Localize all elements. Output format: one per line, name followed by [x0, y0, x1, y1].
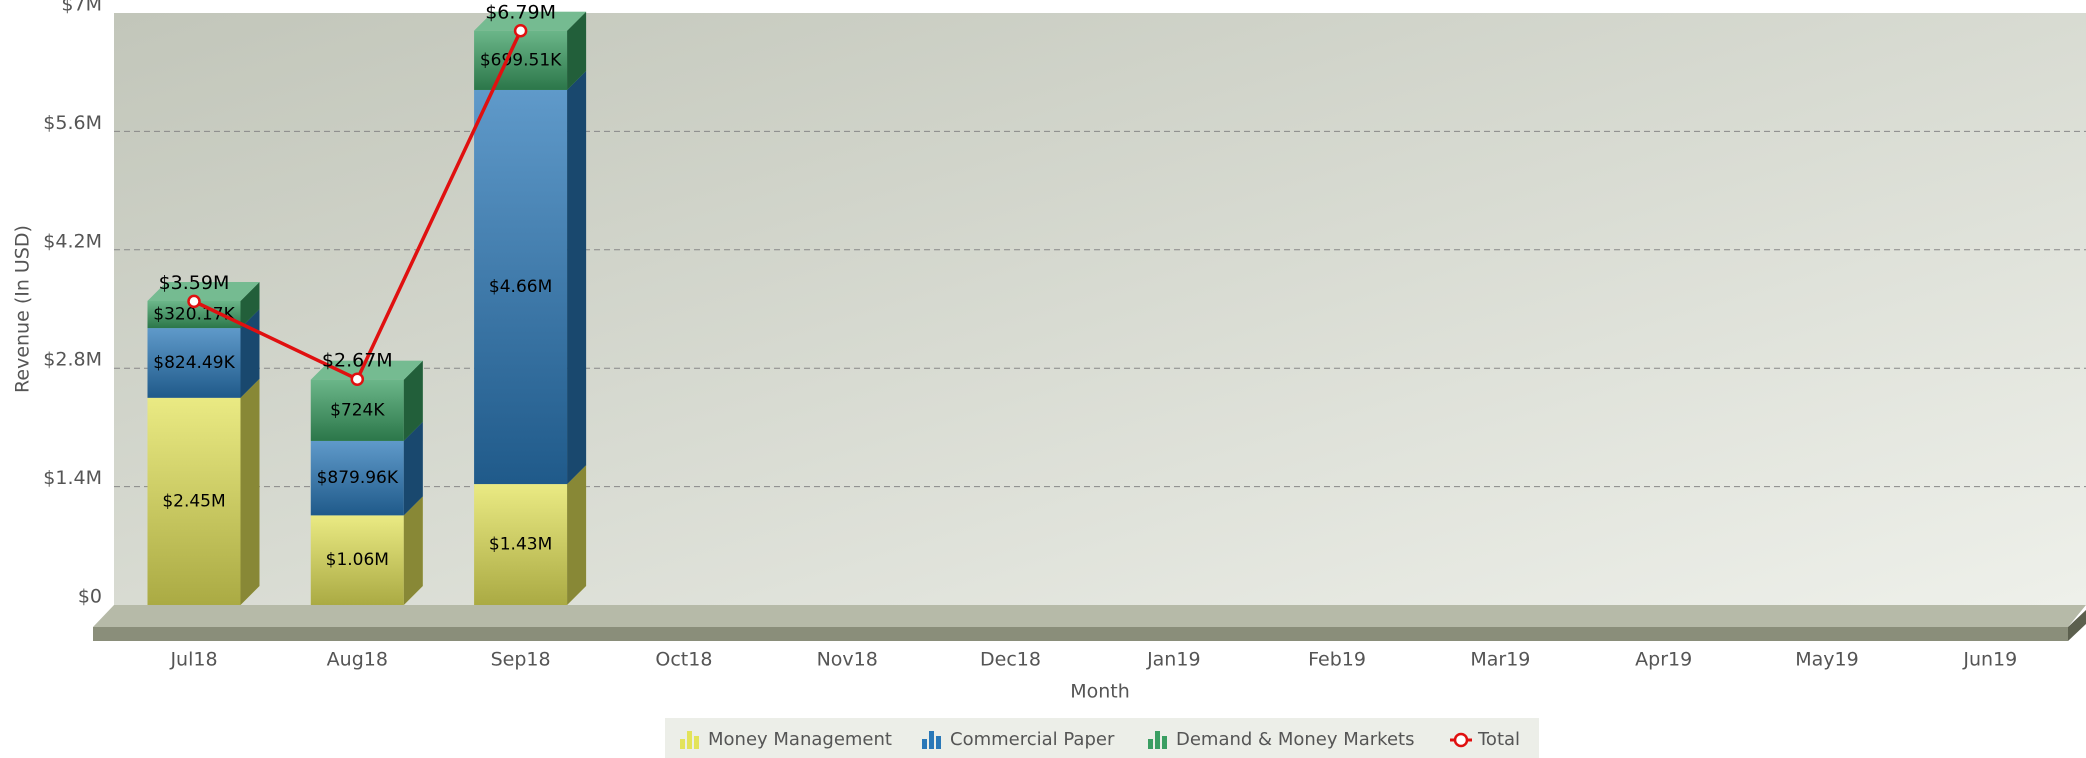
legend-swatch: [929, 731, 934, 749]
legend-swatch: [680, 739, 685, 749]
bar-side-shade: [567, 465, 587, 605]
bar-top: [474, 11, 587, 31]
bar-side: [403, 496, 423, 605]
bar-side-shade: [403, 421, 423, 516]
x-tick-label: Jan19: [1146, 649, 1200, 671]
legend-swatch: [1148, 739, 1153, 749]
bar-side-shade: [567, 11, 587, 90]
x-tick-label: Oct18: [655, 649, 712, 671]
legend-label: Total: [1477, 729, 1520, 750]
legend-label: Commercial Paper: [950, 729, 1115, 750]
bar-side: [240, 281, 260, 329]
bar-shade: [310, 379, 404, 441]
bar-top-shade: [147, 281, 260, 301]
x-tick-label: Dec18: [980, 649, 1041, 671]
total-label: $6.79M: [485, 1, 556, 23]
y-tick-label: $7M: [61, 0, 102, 16]
bar-side-shade: [240, 378, 260, 605]
bar-shade: [474, 89, 568, 485]
data-label: $1.43M: [489, 535, 552, 555]
bar-top-shade: [310, 360, 423, 380]
bar-side-shade: [403, 360, 423, 441]
total-point: [350, 372, 365, 386]
x-tick-label: Apr19: [1635, 649, 1692, 671]
bar-shade: [310, 515, 404, 605]
legend-label: Money Management: [708, 729, 892, 750]
y-tick-label: $0: [78, 586, 102, 608]
bar-side: [403, 421, 423, 516]
bar-side: [567, 465, 587, 605]
data-label: $699.51K: [480, 50, 562, 70]
legend-label: Demand & Money Markets: [1176, 729, 1414, 750]
x-tick-label: Sep18: [491, 649, 551, 671]
total-label: $2.67M: [322, 350, 393, 372]
total-label: $3.59M: [159, 272, 230, 294]
legend-swatch: [1453, 732, 1469, 748]
x-tick-label: Jun19: [1962, 649, 2017, 671]
bar-top-shade: [474, 11, 587, 31]
x-axis-label: Month: [1070, 681, 1130, 703]
data-label: $4.66M: [489, 277, 552, 297]
legend-swatch: [1162, 736, 1167, 749]
y-tick-label: $4.2M: [43, 230, 102, 252]
y-tick-label: $2.8M: [43, 349, 102, 371]
x-tick-label: Nov18: [817, 649, 878, 671]
floor-front: [93, 627, 2068, 641]
plot-area: [114, 13, 2086, 605]
bar-side: [403, 360, 423, 441]
legend: [665, 718, 1539, 758]
y-axis-label: Revenue (In USD): [12, 225, 34, 393]
y-tick-label: $1.4M: [43, 467, 102, 489]
x-tick-label: Jul18: [169, 649, 217, 671]
floor-top: [93, 605, 2086, 627]
total-point: [513, 24, 528, 38]
legend-swatch: [694, 736, 699, 749]
bar-side-shade: [240, 281, 260, 329]
x-tick-label: Aug18: [327, 649, 388, 671]
floor-side: [2068, 610, 2086, 641]
data-label: $724K: [330, 400, 385, 420]
x-tick-label: Feb19: [1308, 649, 1366, 671]
bar-shade: [310, 440, 404, 516]
legend-swatch: [1155, 731, 1160, 749]
data-label: $2.45M: [162, 491, 225, 511]
bar-side-shade: [567, 70, 587, 485]
data-label: $824.49K: [153, 353, 235, 373]
legend-swatch: [936, 736, 941, 749]
data-label: $879.96K: [317, 468, 399, 488]
bar-side-shade: [403, 496, 423, 605]
bar-side: [567, 70, 587, 485]
bar-shade: [147, 397, 241, 605]
data-label: $1.06M: [326, 550, 389, 570]
y-tick-label: $5.6M: [43, 112, 102, 134]
total-point: [187, 294, 201, 309]
bar-shade: [474, 484, 568, 605]
bar-shade: [474, 30, 568, 90]
legend-swatch: [922, 739, 927, 749]
bar-top: [147, 281, 260, 301]
bar-side: [567, 11, 587, 90]
bar-side: [240, 378, 260, 605]
bar-top: [310, 360, 423, 380]
legend-swatch: [687, 731, 692, 749]
bar-shade: [147, 328, 241, 398]
x-tick-label: May19: [1795, 649, 1858, 671]
x-tick-label: Mar19: [1470, 649, 1530, 671]
